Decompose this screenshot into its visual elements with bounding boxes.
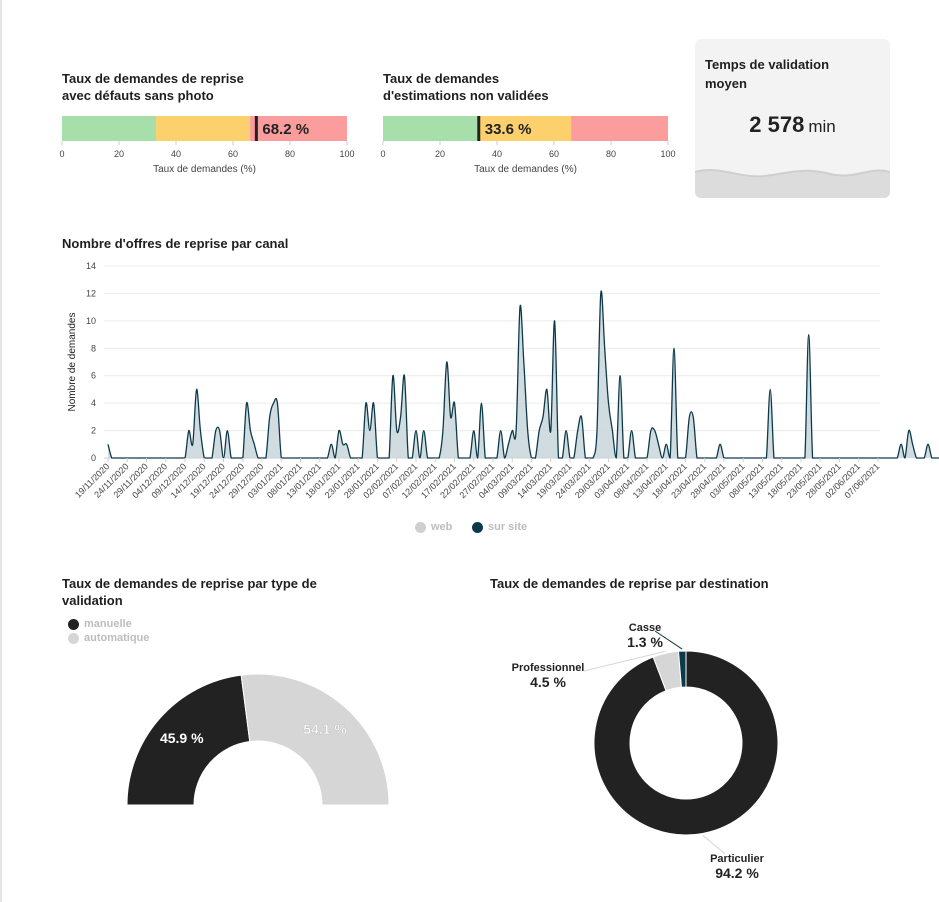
legend-item-manuelle[interactable]: manuelle <box>68 617 132 631</box>
semi-value-label-manuelle: 45.9 % <box>160 730 204 746</box>
gauge2-xlabel: Taux de demandes (%) <box>474 164 577 175</box>
gauge2-value-label: 33.6 % <box>485 121 532 138</box>
gauge2-marker <box>477 116 481 141</box>
gauge1-xlabel: Taux de demandes (%) <box>153 164 256 175</box>
semi-slice-automatique <box>240 673 390 806</box>
kpi-sparkline-area <box>695 170 890 198</box>
donut-title: Taux de demandes de reprise par destinat… <box>490 576 769 591</box>
semi-donut-chart: 45.9 % 54.1 % <box>126 673 390 806</box>
donut-category-label-Professionnel: Professionnel <box>512 662 585 674</box>
legend-manuelle-label: manuelle <box>84 618 132 630</box>
donut-slice-Casse <box>677 650 687 688</box>
kpi-unit: min <box>808 117 836 136</box>
gauge1-title-line2: avec défauts sans photo <box>62 88 214 103</box>
area-ytick-3: 6 <box>91 371 96 381</box>
gauge2-tick-label-4: 80 <box>606 149 616 159</box>
area-ylabel: Nombre de demandes <box>67 313 78 412</box>
donut-connector-Particulier <box>702 835 726 855</box>
gauge1-chart: 68.2 % 0 20 40 60 80 100 Taux de demandes (%) <box>59 116 355 175</box>
donut-value-label-Casse: 1.3 % <box>627 634 663 650</box>
semi-donut-title: Taux de demandes de reprise par type de … <box>62 576 317 608</box>
semi-value-label-automatique: 54.1 % <box>303 721 347 737</box>
area-ytick-5: 10 <box>86 316 96 326</box>
gauge2-title: Taux de demandes d'estimations non valid… <box>383 70 549 104</box>
area-ytick-7: 14 <box>86 261 96 271</box>
kpi-value: 2 578 <box>749 112 805 137</box>
legend-web-marker <box>415 521 426 533</box>
gauge2-tick-label-5: 100 <box>660 149 675 159</box>
gauge2-band-2 <box>571 116 668 141</box>
gauge2-title-line2: d'estimations non validées <box>383 88 549 103</box>
area-series-sur-site-line <box>107 290 939 459</box>
gauge1-band-1 <box>156 116 251 141</box>
gauge1-tick-label-3: 60 <box>228 149 238 159</box>
kpi-title: Temps de validation moyen <box>705 57 830 91</box>
kpi-value-row: 2 578 min <box>695 112 890 138</box>
legend-manuelle-marker <box>68 618 79 630</box>
area-series-sur-site-fill <box>108 291 939 458</box>
legend-web-label: web <box>431 521 453 533</box>
donut-category-label-Particulier: Particulier <box>710 853 765 865</box>
legend-automatique-label: automatique <box>84 632 150 644</box>
gauge1-value-label: 68.2 % <box>262 121 309 138</box>
gauge2-tick-label-1: 20 <box>435 149 445 159</box>
gauge1-title-line1: Taux de demandes de reprise <box>62 71 244 86</box>
gauge2-tick-label-2: 40 <box>492 149 502 159</box>
donut-slice-Particulier <box>593 650 779 836</box>
kpi-card: Temps de validation moyen 2 578 min <box>695 39 890 198</box>
gauge1-band-0 <box>62 116 157 141</box>
area-ytick-0: 0 <box>91 453 96 463</box>
legend-sur-site-label: sur site <box>488 521 528 533</box>
gauge2-title-line1: Taux de demandes <box>383 71 500 86</box>
area-ytick-2: 4 <box>91 398 96 408</box>
kpi-sparkline <box>695 169 890 198</box>
gauge1-tick-label-0: 0 <box>59 149 64 159</box>
donut-connector-Casse <box>654 630 683 650</box>
gauge1-title: Taux de demandes de reprise avec défauts… <box>62 70 244 104</box>
page-left-border <box>0 0 2 902</box>
gauge1-marker <box>254 116 258 141</box>
donut-value-label-Professionnel: 4.5 % <box>530 674 566 690</box>
legend-item-automatique[interactable]: automatique <box>68 631 149 645</box>
area-ytick-4: 8 <box>91 343 96 353</box>
gauge2-tick-label-0: 0 <box>380 149 385 159</box>
area-ytick-1: 2 <box>91 426 96 436</box>
area-ytick-6: 12 <box>86 288 96 298</box>
gauge2-band-0 <box>383 116 478 141</box>
gauge1-tick-label-2: 40 <box>171 149 181 159</box>
donut-category-label-Casse: Casse <box>629 622 661 634</box>
kpi-sparkline-line <box>695 169 890 178</box>
donut-value-label-Particulier: 94.2 % <box>715 865 759 881</box>
area-chart-title: Nombre d'offres de reprise par canal <box>62 236 289 251</box>
gauge1-tick-label-1: 20 <box>114 149 124 159</box>
gauge2-chart: 33.6 % 0 20 40 60 80 100 Taux de demandes (%) <box>380 116 676 175</box>
gauge1-band-2 <box>250 116 347 141</box>
gauge2-band-1 <box>477 116 572 141</box>
legend-item-sur-site[interactable]: sur site <box>472 521 527 533</box>
legend-sur-site-marker <box>472 521 483 533</box>
gauge1-tick-label-5: 100 <box>339 149 354 159</box>
legend-automatique-marker <box>68 632 79 644</box>
legend-item-web[interactable]: web <box>415 521 452 533</box>
gauge1-tick-label-4: 80 <box>285 149 295 159</box>
donut-connector-Professionnel <box>583 650 666 672</box>
gauge2-tick-label-3: 60 <box>549 149 559 159</box>
semi-slice-manuelle <box>126 674 251 806</box>
